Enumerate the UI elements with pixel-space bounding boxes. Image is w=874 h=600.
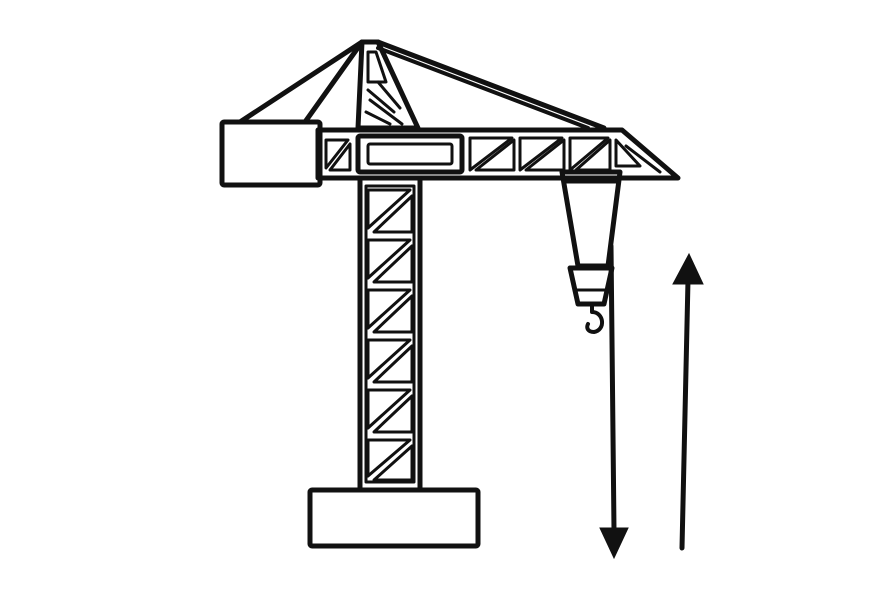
- lifting-arrow: [672, 252, 704, 551]
- lowering-arrow: [599, 243, 629, 560]
- crane-apex: [237, 39, 607, 131]
- crane-mast: [357, 175, 423, 493]
- crane-jib: [315, 127, 681, 181]
- crane-base: [307, 487, 481, 549]
- crane-trolley-hook: [559, 169, 623, 334]
- counterweight: [219, 119, 323, 188]
